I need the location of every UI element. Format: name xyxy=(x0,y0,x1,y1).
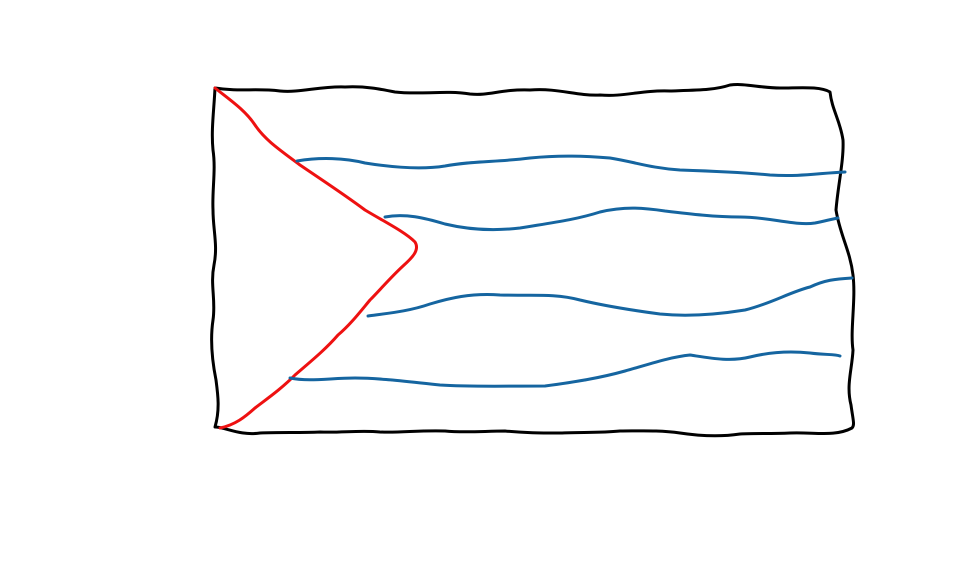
flag-outline xyxy=(210,83,856,438)
stripe-line xyxy=(383,206,840,232)
stripe-line xyxy=(288,350,842,388)
triangle-edge xyxy=(213,86,418,430)
stripe-line xyxy=(295,154,847,178)
stripe-line xyxy=(366,276,854,318)
